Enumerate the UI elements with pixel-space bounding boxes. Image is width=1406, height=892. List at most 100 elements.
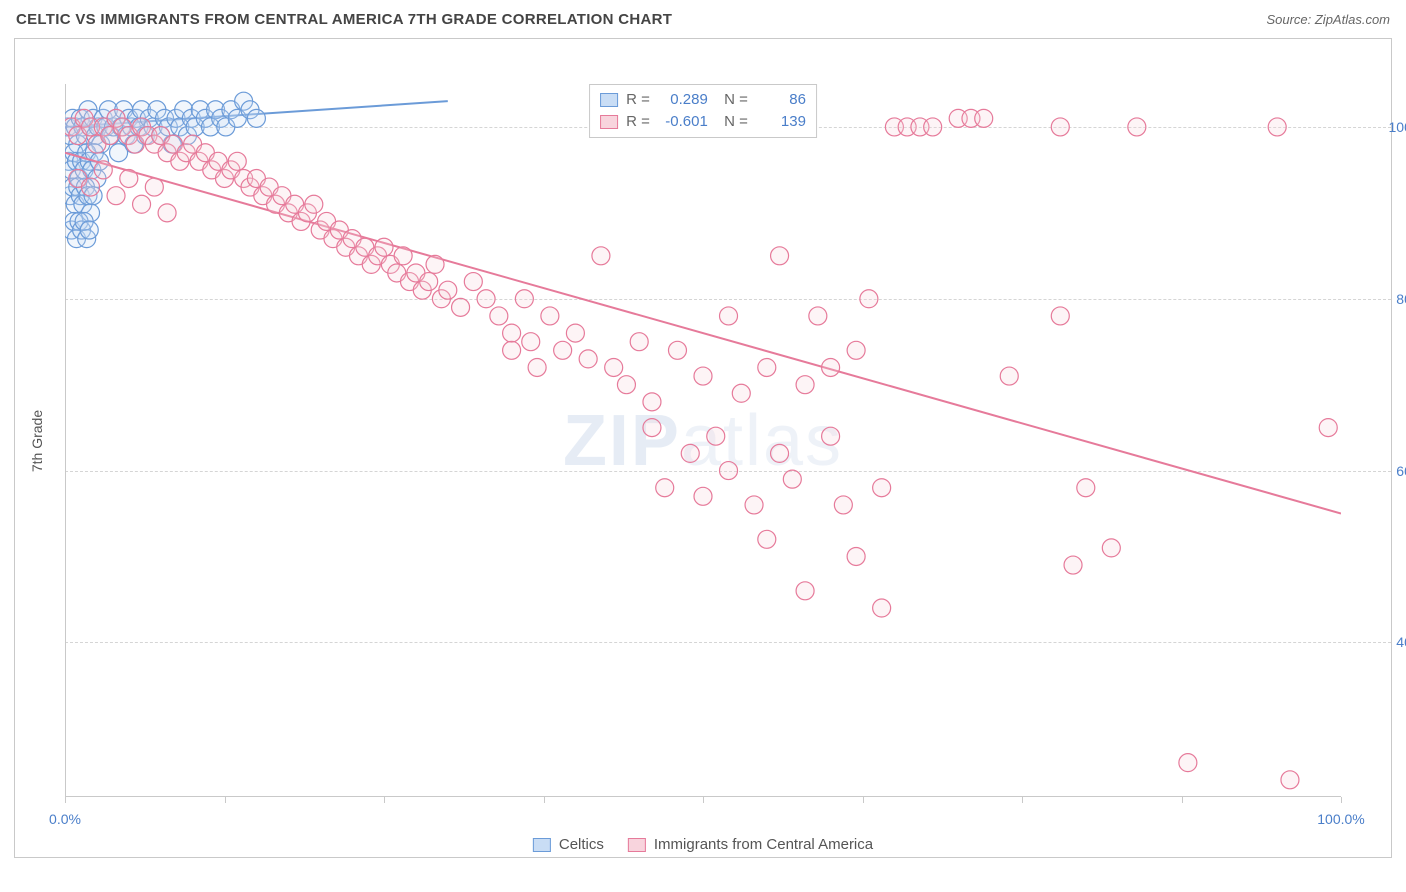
data-point-immigrants	[834, 496, 852, 514]
data-point-immigrants	[783, 470, 801, 488]
data-point-immigrants	[694, 367, 712, 385]
data-point-immigrants	[120, 169, 138, 187]
source-attribution: Source: ZipAtlas.com	[1266, 12, 1390, 27]
data-point-immigrants	[158, 204, 176, 222]
ytick-label: 100.0%	[1381, 119, 1406, 135]
ytick-label: 60.0%	[1381, 463, 1406, 479]
celtics-n-value: 86	[756, 89, 806, 111]
data-point-immigrants	[94, 161, 112, 179]
immigrants-n-value: 139	[756, 111, 806, 133]
xtick-label: 100.0%	[1317, 811, 1364, 827]
data-point-immigrants	[515, 290, 533, 308]
data-point-immigrants	[490, 307, 508, 325]
data-point-immigrants	[82, 178, 100, 196]
data-point-immigrants	[720, 462, 738, 480]
data-point-immigrants	[554, 341, 572, 359]
stats-row-celtics: R = 0.289 N = 86	[600, 89, 806, 111]
data-point-immigrants	[873, 479, 891, 497]
data-point-immigrants	[822, 358, 840, 376]
data-point-immigrants	[796, 376, 814, 394]
data-point-immigrants	[1179, 754, 1197, 772]
data-point-immigrants	[420, 273, 438, 291]
data-point-immigrants	[228, 152, 246, 170]
y-axis-label: 7th Grade	[29, 409, 45, 471]
data-point-immigrants	[522, 333, 540, 351]
immigrants-r-value: -0.601	[658, 111, 708, 133]
data-point-immigrants	[1051, 118, 1069, 136]
data-point-immigrants	[668, 341, 686, 359]
data-point-immigrants	[426, 255, 444, 273]
data-point-immigrants	[924, 118, 942, 136]
xtick	[65, 797, 66, 803]
data-point-immigrants	[566, 324, 584, 342]
data-point-immigrants	[847, 341, 865, 359]
data-point-immigrants	[579, 350, 597, 368]
data-point-celtics	[247, 109, 265, 127]
legend-swatch	[628, 838, 646, 852]
n-label: N =	[716, 111, 748, 133]
xtick	[1022, 797, 1023, 803]
data-point-immigrants	[1064, 556, 1082, 574]
data-point-immigrants	[1051, 307, 1069, 325]
data-point-immigrants	[541, 307, 559, 325]
xtick	[863, 797, 864, 803]
data-point-immigrants	[528, 358, 546, 376]
data-point-immigrants	[822, 427, 840, 445]
data-point-immigrants	[796, 582, 814, 600]
data-point-immigrants	[452, 298, 470, 316]
trend-line-immigrants	[65, 153, 1341, 514]
data-point-immigrants	[975, 109, 993, 127]
data-point-immigrants	[873, 599, 891, 617]
data-point-immigrants	[758, 358, 776, 376]
data-point-immigrants	[720, 307, 738, 325]
data-point-immigrants	[656, 479, 674, 497]
data-point-celtics	[80, 221, 98, 239]
xtick	[703, 797, 704, 803]
data-point-immigrants	[503, 324, 521, 342]
chart-header: CELTIC VS IMMIGRANTS FROM CENTRAL AMERIC…	[0, 0, 1406, 38]
data-point-immigrants	[758, 530, 776, 548]
data-point-immigrants	[592, 247, 610, 265]
xtick	[544, 797, 545, 803]
data-point-immigrants	[643, 393, 661, 411]
data-point-immigrants	[707, 427, 725, 445]
xtick	[384, 797, 385, 803]
data-point-immigrants	[305, 195, 323, 213]
data-point-immigrants	[133, 195, 151, 213]
immigrants-swatch	[600, 115, 618, 129]
data-point-immigrants	[1102, 539, 1120, 557]
data-point-immigrants	[847, 547, 865, 565]
data-point-immigrants	[809, 307, 827, 325]
scatter-svg	[65, 84, 1341, 797]
data-point-immigrants	[394, 247, 412, 265]
data-point-immigrants	[145, 178, 163, 196]
xtick	[225, 797, 226, 803]
legend-label: Celtics	[559, 836, 604, 853]
chart-title: CELTIC VS IMMIGRANTS FROM CENTRAL AMERIC…	[16, 11, 672, 28]
data-point-immigrants	[681, 444, 699, 462]
data-point-immigrants	[1319, 419, 1337, 437]
legend-item: Immigrants from Central America	[628, 836, 873, 853]
data-point-immigrants	[1281, 771, 1299, 789]
data-point-immigrants	[771, 444, 789, 462]
legend-label: Immigrants from Central America	[654, 836, 873, 853]
data-point-immigrants	[617, 376, 635, 394]
data-point-immigrants	[477, 290, 495, 308]
data-point-immigrants	[694, 487, 712, 505]
xtick	[1182, 797, 1183, 803]
data-point-immigrants	[771, 247, 789, 265]
data-point-immigrants	[107, 187, 125, 205]
data-point-immigrants	[643, 419, 661, 437]
data-point-immigrants	[439, 281, 457, 299]
ytick-label: 40.0%	[1381, 634, 1406, 650]
data-point-immigrants	[1268, 118, 1286, 136]
data-point-immigrants	[503, 341, 521, 359]
legend-item: Celtics	[533, 836, 604, 853]
n-label: N =	[716, 89, 748, 111]
ytick-label: 80.0%	[1381, 291, 1406, 307]
celtics-r-value: 0.289	[658, 89, 708, 111]
stats-row-immigrants: R = -0.601 N = 139	[600, 111, 806, 133]
data-point-immigrants	[1128, 118, 1146, 136]
data-point-immigrants	[860, 290, 878, 308]
legend: Celtics Immigrants from Central America	[533, 836, 873, 853]
